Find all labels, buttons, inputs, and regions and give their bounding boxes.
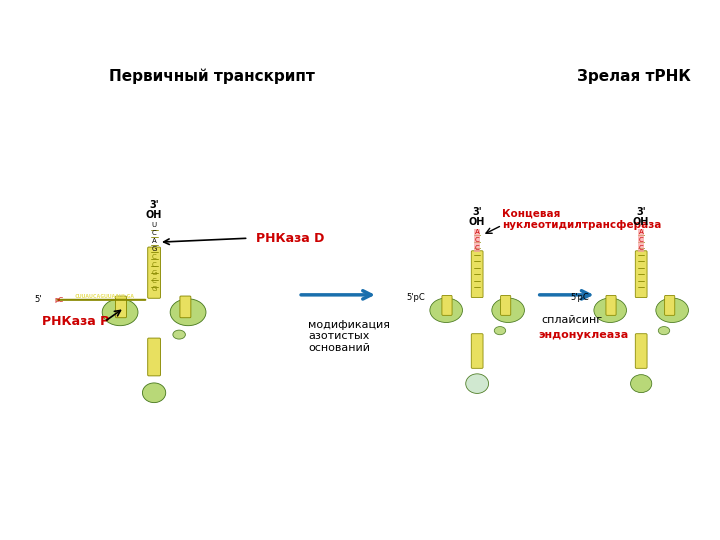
FancyBboxPatch shape	[635, 251, 647, 298]
Text: U: U	[151, 222, 157, 228]
FancyBboxPatch shape	[148, 338, 161, 376]
Ellipse shape	[494, 327, 505, 335]
Text: 5': 5'	[35, 295, 42, 305]
Ellipse shape	[492, 298, 524, 322]
Text: РНКаза P: РНКаза P	[42, 315, 109, 328]
Ellipse shape	[102, 299, 138, 326]
Text: Первичный транскрипт: Первичный транскрипт	[109, 69, 315, 84]
FancyBboxPatch shape	[472, 334, 483, 368]
Ellipse shape	[430, 298, 462, 322]
Text: A: A	[474, 229, 480, 235]
Ellipse shape	[658, 327, 670, 335]
Text: модификация
азотистых
оснований: модификация азотистых оснований	[308, 320, 390, 353]
Text: C: C	[639, 237, 644, 243]
Text: 3': 3'	[636, 207, 646, 217]
Text: OH: OH	[469, 217, 485, 227]
Text: C: C	[152, 262, 156, 268]
FancyBboxPatch shape	[115, 296, 127, 318]
Text: C: C	[474, 237, 480, 243]
Text: сплайсинг: сплайсинг	[541, 315, 603, 325]
Text: 3': 3'	[472, 207, 482, 217]
Text: G: G	[151, 246, 157, 252]
Text: C: C	[152, 278, 156, 284]
FancyBboxPatch shape	[472, 251, 483, 298]
Text: эндонуклеаза: эндонуклеаза	[539, 329, 629, 340]
FancyBboxPatch shape	[442, 295, 452, 315]
FancyBboxPatch shape	[665, 295, 675, 315]
Ellipse shape	[173, 330, 185, 339]
Text: Концевая
нуклеотидилтрансфераза: Концевая нуклеотидилтрансфераза	[502, 208, 662, 230]
Text: C: C	[152, 254, 156, 260]
Ellipse shape	[656, 298, 688, 322]
Text: C: C	[474, 245, 480, 251]
FancyBboxPatch shape	[500, 295, 510, 315]
Ellipse shape	[594, 298, 626, 322]
Text: OH: OH	[633, 217, 649, 227]
Text: G: G	[151, 286, 157, 292]
Ellipse shape	[631, 375, 652, 393]
Text: C: C	[152, 230, 156, 236]
FancyBboxPatch shape	[606, 295, 616, 315]
Text: A: A	[152, 238, 156, 244]
Text: 5'рС: 5'рС	[407, 293, 426, 302]
FancyBboxPatch shape	[635, 334, 647, 368]
Ellipse shape	[143, 383, 166, 403]
Text: A: A	[639, 229, 644, 235]
Text: OH: OH	[146, 210, 162, 220]
Text: Зрелая тРНК: Зрелая тРНК	[577, 69, 690, 84]
Ellipse shape	[170, 299, 206, 326]
Text: C: C	[639, 245, 644, 251]
FancyBboxPatch shape	[180, 296, 191, 318]
Text: 3': 3'	[149, 200, 159, 211]
FancyBboxPatch shape	[148, 247, 161, 298]
Text: рС: рС	[55, 297, 64, 303]
Text: G: G	[151, 270, 157, 276]
Text: CUUAUCAGUUAAULGА: CUUAUCAGUUAAULGА	[74, 294, 135, 299]
Ellipse shape	[466, 374, 489, 394]
Text: РНКаза D: РНКаза D	[256, 232, 325, 245]
Text: 5'рС: 5'рС	[571, 293, 590, 302]
